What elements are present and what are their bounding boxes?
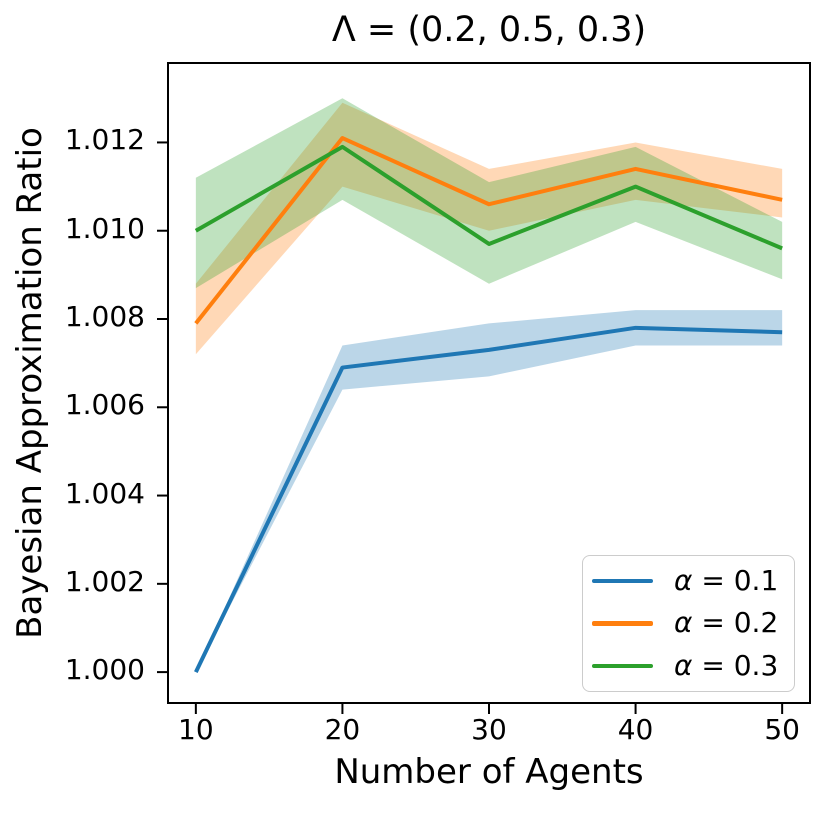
y-tick-label: 1.008 [64, 300, 145, 333]
band-alpha-0.2 [195, 102, 783, 355]
alpha-symbol: α [674, 606, 693, 640]
band-alpha-0.3 [195, 98, 783, 289]
legend-label: α = 0.2 [674, 606, 779, 640]
legend-item-alpha-0.3: α = 0.3 [592, 645, 788, 687]
y-tick-label: 1.006 [64, 388, 145, 422]
axes-spines [167, 62, 811, 704]
y-tick-label: 1.012 [64, 123, 145, 157]
series-line-alpha-0.3 [194, 144, 783, 251]
chart-title: Λ = (0.2, 0.5, 0.3) [331, 10, 647, 50]
x-axis-label: Number of Agents [334, 752, 644, 792]
legend-label: α = 0.1 [674, 564, 779, 598]
alpha-symbol: α [674, 648, 693, 682]
series-line-alpha-0.2 [194, 136, 783, 325]
y-axis-label: Bayesian Approximation Ratio [10, 127, 50, 639]
y-tick-label: 1.010 [64, 211, 145, 245]
x-tick-label: 30 [471, 713, 507, 746]
legend-line-sample [592, 621, 653, 626]
alpha-symbol: α [674, 564, 693, 598]
legend-line-sample [592, 663, 653, 669]
legend-label: α = 0.3 [674, 648, 779, 682]
x-tick-label: 20 [324, 713, 361, 746]
legend-line-sample [592, 578, 653, 584]
y-tick-label: 1.004 [64, 476, 145, 510]
legend-item-alpha-0.1: α = 0.1 [592, 560, 788, 602]
x-tick-label: 40 [617, 713, 654, 746]
legend-box: α = 0.1 α = 0.2 α = 0.3 [582, 555, 795, 692]
y-tick-label: 1.000 [64, 653, 145, 687]
x-tick-label: 10 [178, 713, 214, 746]
series-line-alpha-0.1 [194, 325, 783, 673]
x-tick-label: 50 [764, 713, 800, 746]
y-tick-label: 1.002 [64, 564, 145, 598]
legend-item-alpha-0.2: α = 0.2 [592, 602, 788, 644]
